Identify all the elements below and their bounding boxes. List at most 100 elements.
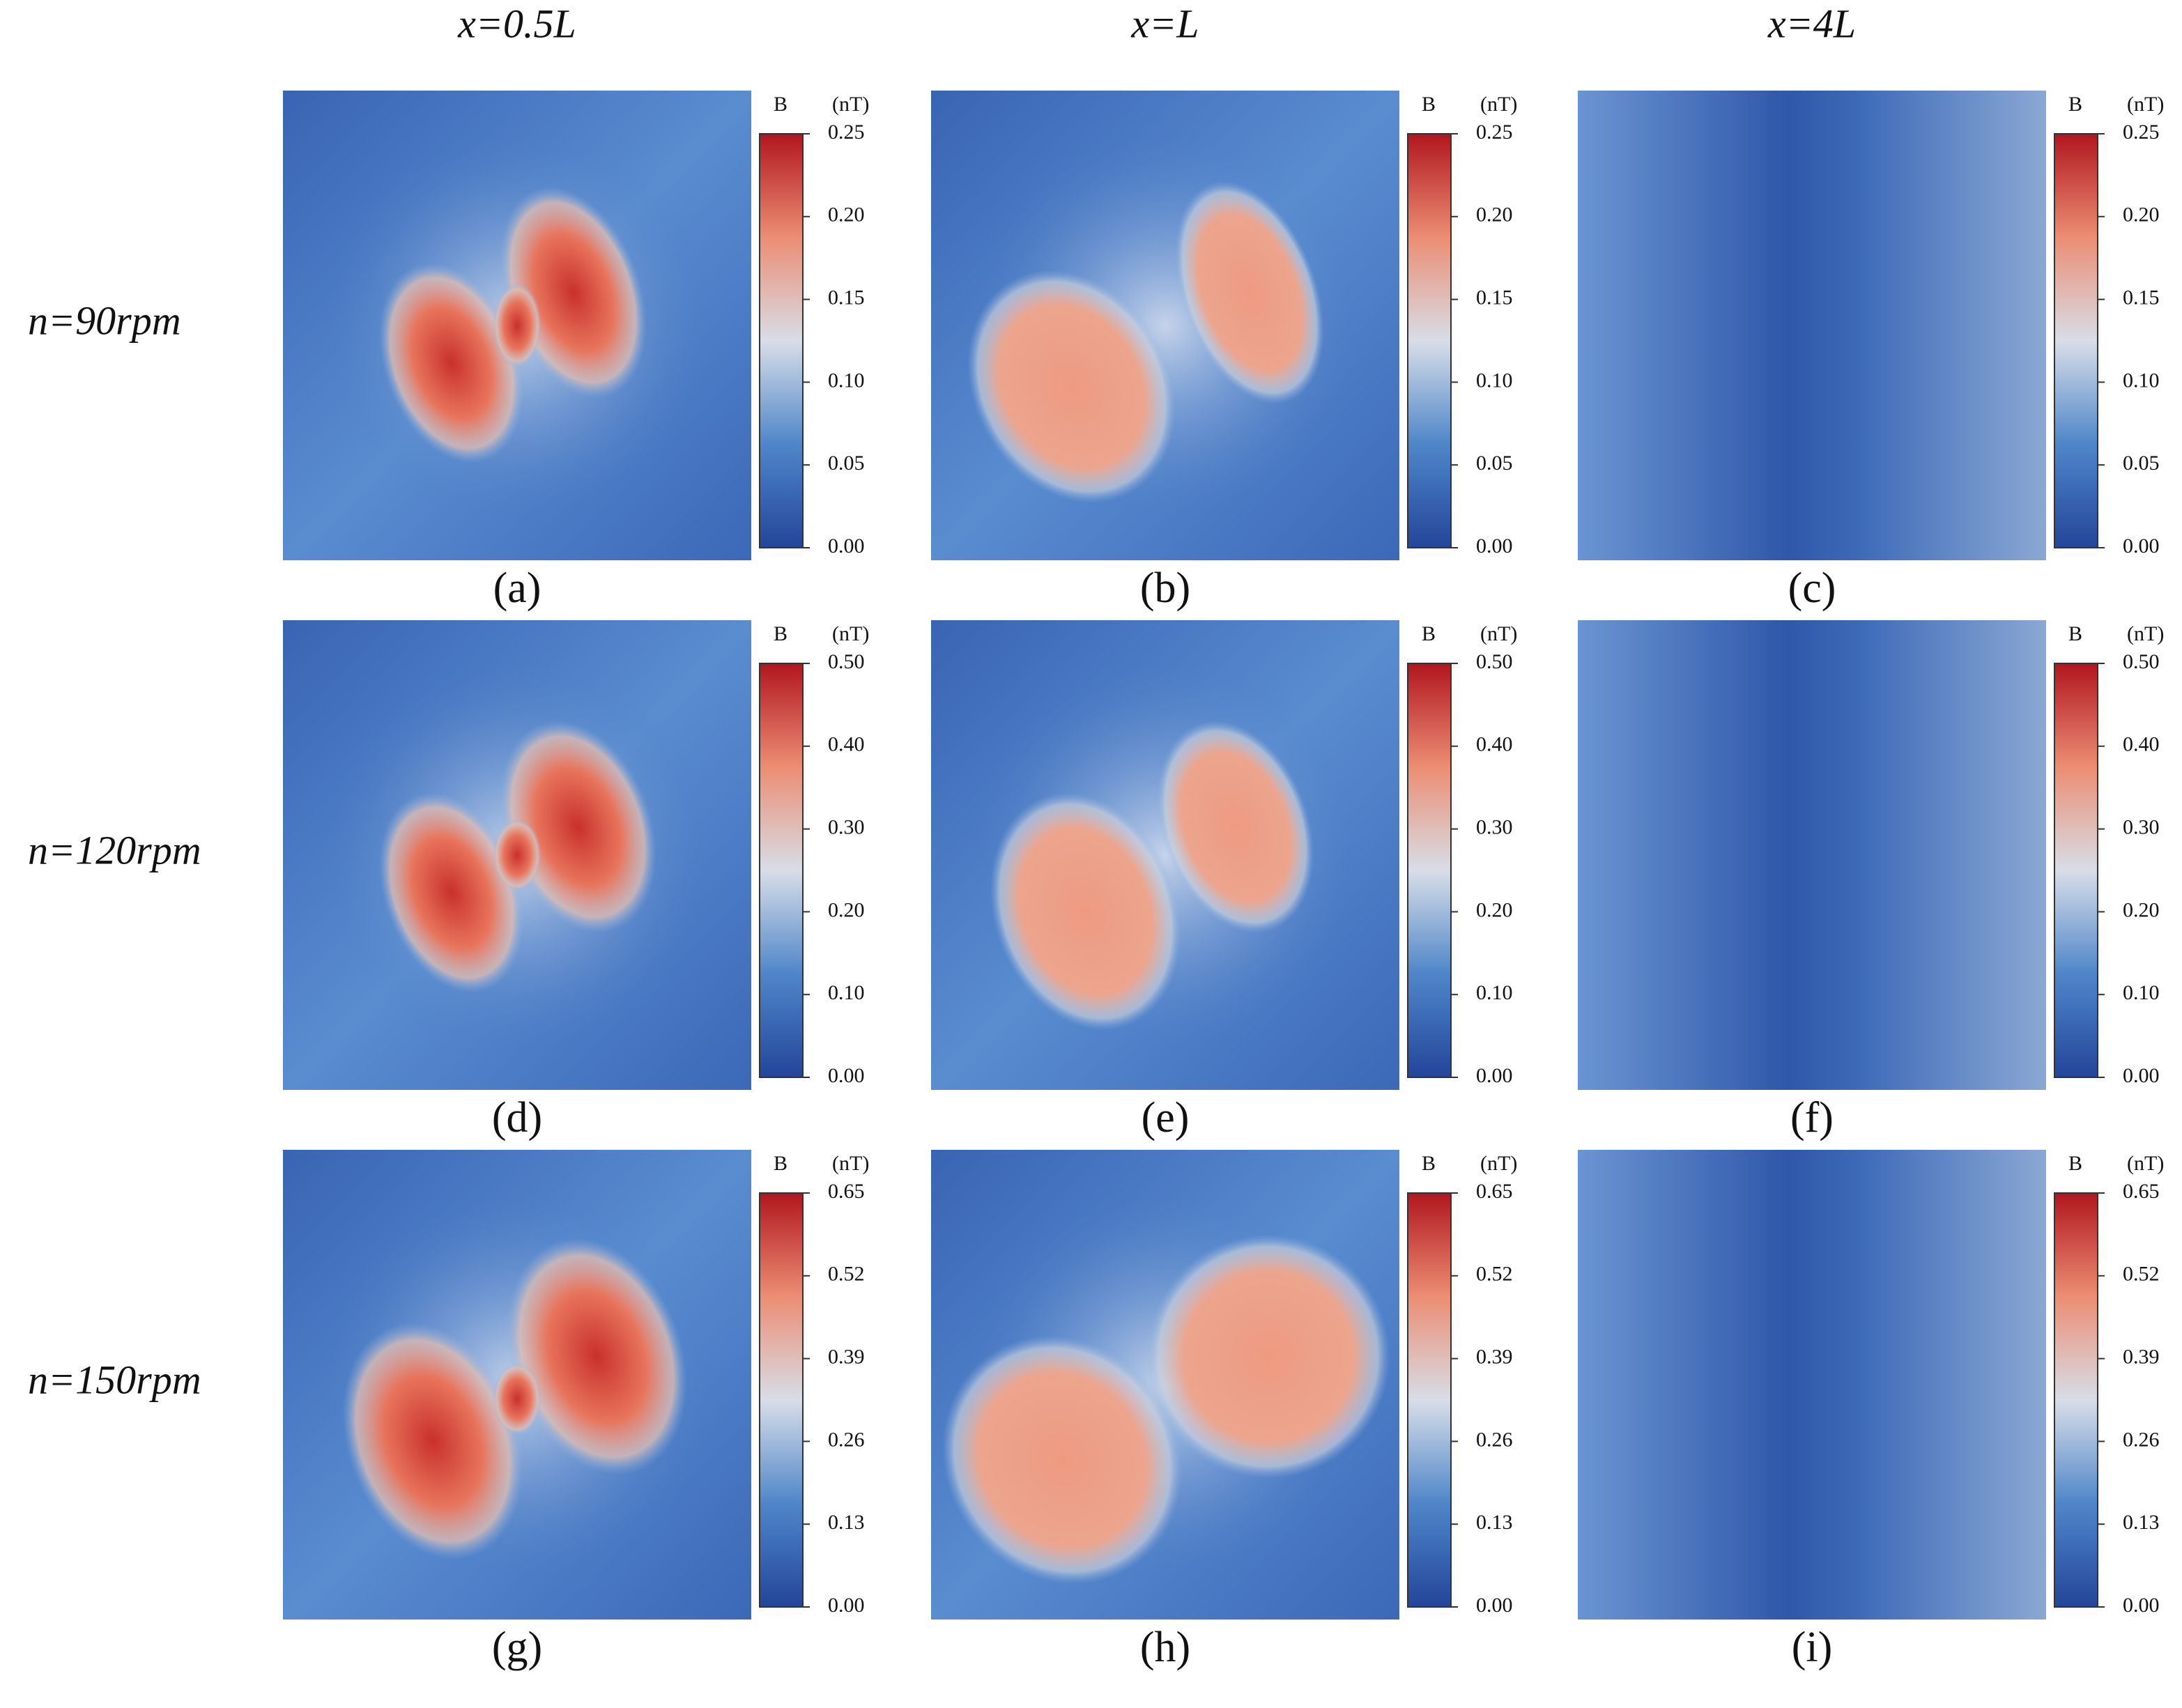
panel-label: (d) [492, 1094, 542, 1141]
panel-label: (b) [1140, 564, 1190, 612]
panel-label: (a) [493, 564, 541, 612]
row-title: n=150rpm [28, 1357, 201, 1402]
colorbar-tick-label: 0.50 [2123, 650, 2160, 673]
heatmap-blob [379, 263, 524, 463]
colorbar-tick-label: 0.20 [828, 898, 865, 921]
colorbar-tick-label: 0.00 [2123, 1594, 2160, 1617]
colorbar-tick-label: 0.30 [1476, 815, 1513, 838]
panel-label: (h) [1140, 1624, 1190, 1671]
colorbar-tick-label: 0.00 [2123, 534, 2160, 557]
colorbar-tick-label: 0.20 [1476, 898, 1513, 921]
colorbar-tick-label: 0.13 [1476, 1511, 1513, 1534]
colorbar-tick-label: 0.26 [828, 1428, 865, 1451]
colorbar-tick-label: 0.40 [828, 733, 865, 756]
colorbar-tick-label: 0.05 [828, 452, 865, 475]
colorbar [2054, 133, 2098, 548]
colorbar-tick-label: 0.20 [2123, 898, 2160, 921]
colorbar-tick-label: 0.26 [1476, 1428, 1513, 1451]
colorbar [2054, 663, 2098, 1078]
colorbar-tick-label: 0.10 [1476, 369, 1513, 392]
colorbar-tick-label: 0.20 [1476, 203, 1513, 226]
colorbar-tick-label: 0.20 [2123, 203, 2160, 226]
colorbar-tick-label: 0.52 [2123, 1263, 2160, 1286]
heatmap-blob [379, 792, 524, 993]
column-title: x=L [1130, 1, 1199, 46]
colorbar [1407, 663, 1452, 1078]
colorbar-title: B [1422, 1152, 1436, 1175]
colorbar-tick-label: 0.10 [828, 369, 865, 392]
colorbar-tick-label: 0.10 [828, 981, 865, 1004]
heatmap [1578, 91, 2046, 560]
heatmap-blob [967, 270, 1176, 503]
colorbar-tick-label: 0.30 [828, 815, 865, 838]
colorbar-title: B [1422, 622, 1436, 645]
colorbar-tick-label: 0.00 [828, 534, 865, 557]
colorbar-tick-label: 0.65 [1476, 1180, 1513, 1203]
colorbar [1407, 133, 1452, 548]
colorbar-title: B [2068, 1152, 2082, 1175]
colorbar-tick-label: 0.52 [828, 1263, 865, 1286]
heatmap [1578, 620, 2046, 1090]
colorbar-tick-label: 0.13 [2123, 1511, 2160, 1534]
colorbar-unit: (nT) [832, 93, 869, 116]
colorbar-tick-label: 0.15 [828, 286, 865, 309]
colorbar-tick-label: 0.50 [828, 650, 865, 673]
heatmap [283, 620, 751, 1090]
heatmap-blob [942, 1335, 1183, 1585]
panel-label: (i) [1792, 1624, 1833, 1671]
colorbar-tick-label: 0.20 [828, 203, 865, 226]
heatmap-blob [506, 1238, 687, 1475]
heatmap [283, 1150, 751, 1619]
colorbar-tick-label: 0.25 [1476, 121, 1513, 144]
colorbar-tick-label: 0.40 [2123, 733, 2160, 756]
colorbar-tick-label: 0.10 [1476, 981, 1513, 1004]
panel-label: (f) [1790, 1094, 1834, 1141]
row-title: n=120rpm [28, 827, 201, 872]
colorbar-tick-label: 0.00 [2123, 1064, 2160, 1087]
column-title: x=0.5L [457, 1, 576, 46]
heatmap-field [1578, 1150, 2046, 1619]
heatmap-blob [1175, 180, 1324, 404]
colorbar-tick-label: 0.40 [1476, 733, 1513, 756]
colorbar-tick-label: 0.00 [828, 1064, 865, 1087]
colorbar-unit: (nT) [2127, 1152, 2164, 1175]
heatmap-field [1578, 620, 2046, 1090]
colorbar-unit: (nT) [1480, 93, 1517, 116]
colorbar [759, 663, 804, 1078]
panel-label: (e) [1142, 1094, 1190, 1141]
column-title: x=4L [1767, 1, 1856, 46]
colorbar-tick-label: 0.25 [2123, 121, 2160, 144]
heatmap [931, 620, 1399, 1090]
colorbar-title: B [774, 622, 787, 645]
colorbar-unit: (nT) [832, 1152, 869, 1175]
colorbar-tick-label: 0.15 [1476, 286, 1513, 309]
colorbar-unit: (nT) [1480, 622, 1517, 645]
colorbar-tick-label: 0.65 [2123, 1180, 2160, 1203]
colorbar [759, 1192, 804, 1608]
heatmap-blob [1157, 721, 1314, 934]
colorbar-tick-label: 0.39 [828, 1345, 865, 1368]
colorbar-tick-label: 0.39 [1476, 1345, 1513, 1368]
colorbar-tick-label: 0.00 [1476, 1064, 1513, 1087]
colorbar-tick-label: 0.26 [2123, 1428, 2160, 1451]
colorbar [2054, 1192, 2098, 1608]
heatmap-blob [342, 1322, 523, 1560]
heatmap-blob [500, 721, 656, 934]
heatmap-blob [493, 1362, 541, 1436]
colorbar-tick-label: 0.00 [1476, 1594, 1513, 1617]
panel-label: (g) [492, 1624, 542, 1671]
panel-label: (c) [1788, 564, 1836, 612]
heatmap-blob [493, 282, 541, 369]
colorbar-tick-label: 0.13 [828, 1511, 865, 1534]
colorbar-title: B [2068, 622, 2082, 645]
colorbar [759, 133, 804, 548]
heatmap-blob [990, 792, 1181, 1031]
heatmap [1578, 1150, 2046, 1619]
colorbar-tick-label: 0.00 [828, 1594, 865, 1617]
heatmap [283, 91, 751, 560]
colorbar-tick-label: 0.05 [1476, 452, 1513, 475]
colorbar-tick-label: 0.52 [1476, 1263, 1513, 1286]
colorbar-tick-label: 0.30 [2123, 815, 2160, 838]
colorbar-tick-label: 0.25 [828, 121, 865, 144]
